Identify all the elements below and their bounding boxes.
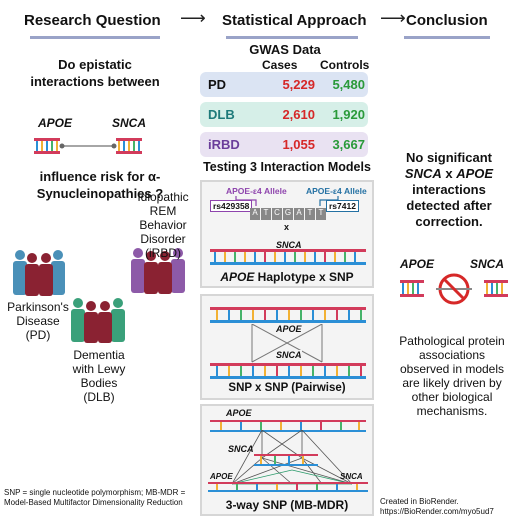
gwas-row-irbd: iRBD 1,055 3,667 xyxy=(200,132,368,157)
threeway-apoe-bottom-label: APOE xyxy=(210,472,233,481)
dna-icon xyxy=(210,249,366,265)
conclusion-note: Pathological protein associations observ… xyxy=(399,334,505,418)
threeway-caption: 3-way SNP (MB-MDR) xyxy=(225,498,349,512)
dna-icon xyxy=(210,307,366,323)
gwas-col-controls: Controls xyxy=(320,58,370,72)
question-bottom: influence risk for α-Synucleinopathies ? xyxy=(36,169,164,201)
gene-snca-label: SNCA xyxy=(112,116,147,130)
credit-line2: https://BioRender.com/myo5ud7 xyxy=(380,507,494,516)
header-underline-conclusion xyxy=(404,36,490,39)
header-underline-research xyxy=(30,36,160,39)
arrow-right-icon: ⟶ xyxy=(380,8,406,28)
question-top: Do epistatic interactions between xyxy=(30,57,160,89)
allele-connectors xyxy=(235,196,339,206)
base-letter: T xyxy=(316,208,326,220)
caption-rest: Haplotype x SNP xyxy=(254,270,354,284)
gene-link-diagram xyxy=(34,138,142,154)
dna-icon xyxy=(484,280,508,297)
conclusion-x: x xyxy=(441,166,457,181)
gwas-row-controls: 5,480 xyxy=(332,77,365,92)
gwas-col-cases: Cases xyxy=(262,58,298,72)
pd-people-icon xyxy=(13,250,65,296)
conclusion-snca-label: SNCA xyxy=(470,257,505,271)
base-sequence: A T C G A T T xyxy=(250,208,326,220)
threeway-snca-bottom-label: SNCA xyxy=(340,472,363,481)
abbreviation-note: SNP = single nucleotide polymorphism; MB… xyxy=(4,488,186,507)
haplotype-caption: APOE Haplotype x SNP xyxy=(202,270,372,284)
conclusion-apoe-label: APOE xyxy=(400,257,435,271)
dna-icon xyxy=(210,363,366,379)
gwas-row-controls: 1,920 xyxy=(332,107,365,122)
gwas-row-cases: 1,055 xyxy=(282,137,315,152)
base-letter: T xyxy=(305,208,315,220)
haplotype-x: x xyxy=(284,222,290,232)
conclusion-text: No significant SNCA x APOE interactions … xyxy=(388,150,510,230)
irbd-label: Idiopathic REM Behavior Disorder (iRBD) xyxy=(137,190,189,260)
gwas-row-label: DLB xyxy=(208,107,235,122)
gwas-title: GWAS Data xyxy=(249,42,321,57)
gene-apoe-label: APOE xyxy=(38,116,73,130)
pairwise-caption: SNP x SNP (Pairwise) xyxy=(228,382,346,394)
base-letter: A xyxy=(294,208,304,220)
pairwise-snca-label: SNCA xyxy=(276,350,302,360)
pairwise-apoe-label: APOE xyxy=(276,324,302,334)
rs-right-box: rs7412 xyxy=(326,200,359,212)
models-title: Testing 3 Interaction Models xyxy=(203,160,371,174)
haplotype-snca-label: SNCA xyxy=(276,240,302,250)
base-letter: C xyxy=(272,208,282,220)
pd-label: Parkinson's Disease (PD) xyxy=(7,300,69,342)
gwas-row-cases: 2,610 xyxy=(282,107,315,122)
panel-pairwise: APOE SNCA SNP x SNP (Pairwise) xyxy=(200,294,374,400)
conclusion-line1: No significant xyxy=(406,150,492,165)
dna-icon xyxy=(400,280,424,297)
panel-haplotype-snp: APOE-ε4 Allele APOE-ε4 Allele rs429358 r… xyxy=(200,180,374,288)
gwas-row-cases: 5,229 xyxy=(282,77,315,92)
conclusion-gene-snca: SNCA xyxy=(404,166,442,181)
dna-icon xyxy=(208,482,368,492)
base-letter: G xyxy=(283,208,293,220)
credit-line1: Created in BioRender. xyxy=(380,497,459,506)
threeway-snca-mid-label: SNCA xyxy=(228,444,254,454)
conclusion-gene-apoe: APOE xyxy=(456,166,494,181)
header-research-question: Research Question xyxy=(24,12,161,29)
header-conclusion: Conclusion xyxy=(406,12,488,29)
base-letter: A xyxy=(250,208,260,220)
irbd-people-icon xyxy=(131,248,185,294)
dna-icon xyxy=(34,138,60,154)
header-underline-approach xyxy=(226,36,358,39)
allele-right-label: APOE-ε4 Allele xyxy=(306,186,367,196)
threeway-apoe-top-label: APOE xyxy=(226,408,252,418)
dlb-label: Dementia with Lewy Bodies (DLB) xyxy=(72,348,126,404)
allele-left-label: APOE-ε4 Allele xyxy=(226,186,287,196)
gwas-row-dlb: DLB 2,610 1,920 xyxy=(200,102,368,127)
gwas-row-label: PD xyxy=(208,77,227,92)
pairwise-cross-lines xyxy=(251,324,323,363)
prohibited-icon xyxy=(436,273,472,305)
base-letter: T xyxy=(261,208,271,220)
panel-three-way: APOE SNCA APOE SNCA xyxy=(200,404,374,516)
caption-gene: APOE xyxy=(220,270,255,284)
arrow-right-icon: ⟶ xyxy=(180,8,206,28)
gwas-row-label: iRBD xyxy=(208,137,240,152)
rs-left-box: rs429358 xyxy=(210,200,253,212)
conclusion-line2: SNCA x APOE xyxy=(388,166,510,182)
conclusion-line3: interactions detected after correction. xyxy=(406,182,492,229)
dna-icon xyxy=(116,138,142,154)
no-interaction-diagram xyxy=(400,273,508,305)
header-statistical-approach: Statistical Approach xyxy=(222,12,367,29)
dna-icon xyxy=(210,420,366,432)
dna-icon xyxy=(254,454,318,466)
dlb-people-icon xyxy=(71,298,125,343)
gwas-row-controls: 3,667 xyxy=(332,137,365,152)
gwas-row-pd: PD 5,229 5,480 xyxy=(200,72,368,97)
